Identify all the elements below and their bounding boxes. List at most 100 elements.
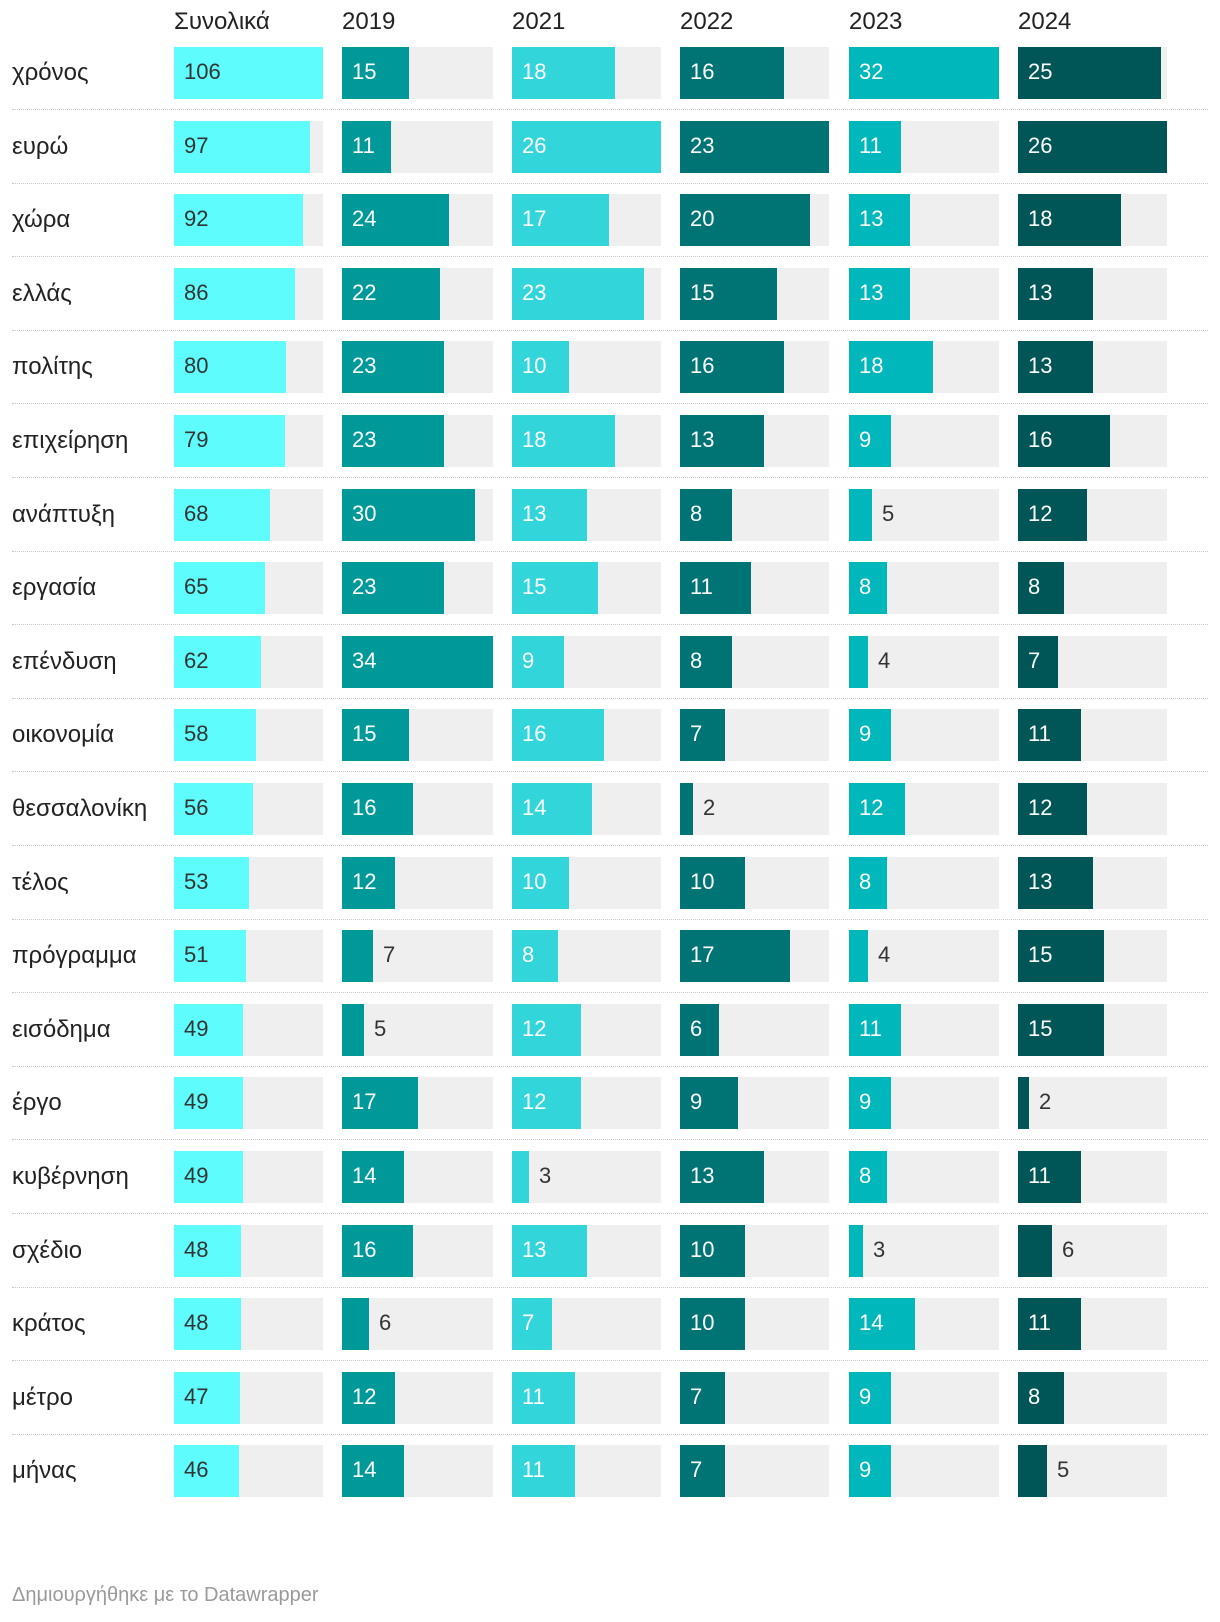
data-label: 97 [184,132,209,158]
bar-track: 8 [849,856,999,909]
data-label: 9 [690,1089,703,1115]
bar-track: 62 [174,635,323,688]
bar [1018,783,1087,835]
data-label: 13 [522,1236,547,1262]
bar-track: 9 [849,415,999,467]
bar [342,120,391,173]
bar-track: 7 [680,1371,829,1424]
data-label: 86 [184,279,209,305]
bar-track: 8 [680,488,829,541]
bar-track: 5 [1018,1445,1167,1498]
bar [342,856,395,909]
bar-track: 11 [342,120,493,173]
bar-track: 13 [512,488,661,541]
data-label: 16 [1028,427,1053,452]
data-label: 12 [522,1015,547,1041]
bar-track: 11 [1018,709,1167,762]
bar-track: 16 [342,1224,493,1277]
bar [849,1003,901,1056]
bar-track: 9 [849,1371,999,1424]
data-label: 49 [184,1089,209,1115]
data-label: 11 [1028,721,1051,747]
bar [680,415,764,467]
bar [342,47,409,99]
bar-track: 56 [174,783,323,835]
data-label: 24 [352,206,377,232]
category-label: ανάπτυξη [12,500,116,528]
bar-track: 4 [849,635,999,688]
bar [1018,488,1087,541]
bar-track: 58 [174,709,323,762]
bar-track: 9 [849,1445,999,1498]
bar [849,1077,891,1130]
row-separator [12,918,1208,920]
data-label: 10 [690,868,715,894]
category-label: πρόγραμμα [12,942,137,970]
data-label: 30 [352,500,377,526]
bar-track: 15 [342,47,493,99]
bar-track: 13 [1018,341,1167,394]
category-label: τέλος [12,868,69,896]
bar [849,47,999,99]
bar-track: 68 [174,488,323,541]
bar [680,47,784,99]
data-label: 4 [878,647,891,673]
bar [1018,267,1093,320]
bar [174,1371,240,1424]
bar [680,709,725,762]
category-label: μέτρο [12,1383,74,1411]
bar-track: 79 [174,415,323,467]
bar-track: 23 [680,120,829,173]
bar-track: 49 [174,1151,323,1203]
bar [174,1224,241,1277]
data-label: 23 [352,353,377,379]
data-label: 13 [690,1163,715,1188]
category-label: εργασία [12,574,97,602]
bar-track: 16 [680,47,829,99]
bar-track: 15 [1018,1003,1167,1056]
category-label: εισόδημα [12,1015,111,1043]
data-label: 23 [352,574,377,600]
bar-track: 13 [680,1151,829,1203]
data-label: 7 [690,1457,703,1483]
data-label: 51 [184,942,209,968]
bar-track: 23 [512,267,661,320]
bar [174,415,285,467]
data-label: 8 [690,500,703,526]
data-label: 17 [522,206,547,232]
bar [512,1371,575,1424]
bar-track: 2 [680,783,829,835]
data-label: 15 [522,574,547,600]
bar [680,856,745,909]
bar [174,488,270,541]
data-label: 49 [184,1015,209,1041]
column-header: Συνολικά [174,8,270,35]
bar-track: 16 [680,341,829,394]
row-separator [12,329,1208,331]
bar-track: 17 [512,194,661,247]
bar-track: 11 [1018,1298,1167,1351]
bar [1018,930,1104,983]
row-separator [12,624,1208,626]
bar [174,1151,243,1203]
bar [342,562,444,615]
bar-track: 5 [342,1003,493,1056]
bar [1018,415,1110,467]
bar-track: 2 [1018,1077,1167,1130]
bar-track: 16 [1018,415,1167,467]
data-label: 11 [522,1457,545,1483]
data-label: 11 [1028,1163,1051,1188]
bar [849,1371,891,1424]
data-label: 8 [859,1163,872,1188]
bar [1018,562,1064,615]
bar [680,341,784,394]
bar-track: 46 [174,1445,323,1498]
data-label: 18 [1028,206,1053,232]
bar [680,1151,764,1203]
data-label: 9 [859,1457,872,1483]
data-label: 11 [352,132,375,158]
bar [680,783,693,835]
bar-track: 13 [849,194,999,247]
data-label: 4 [878,942,891,968]
bar-track: 15 [342,709,493,762]
